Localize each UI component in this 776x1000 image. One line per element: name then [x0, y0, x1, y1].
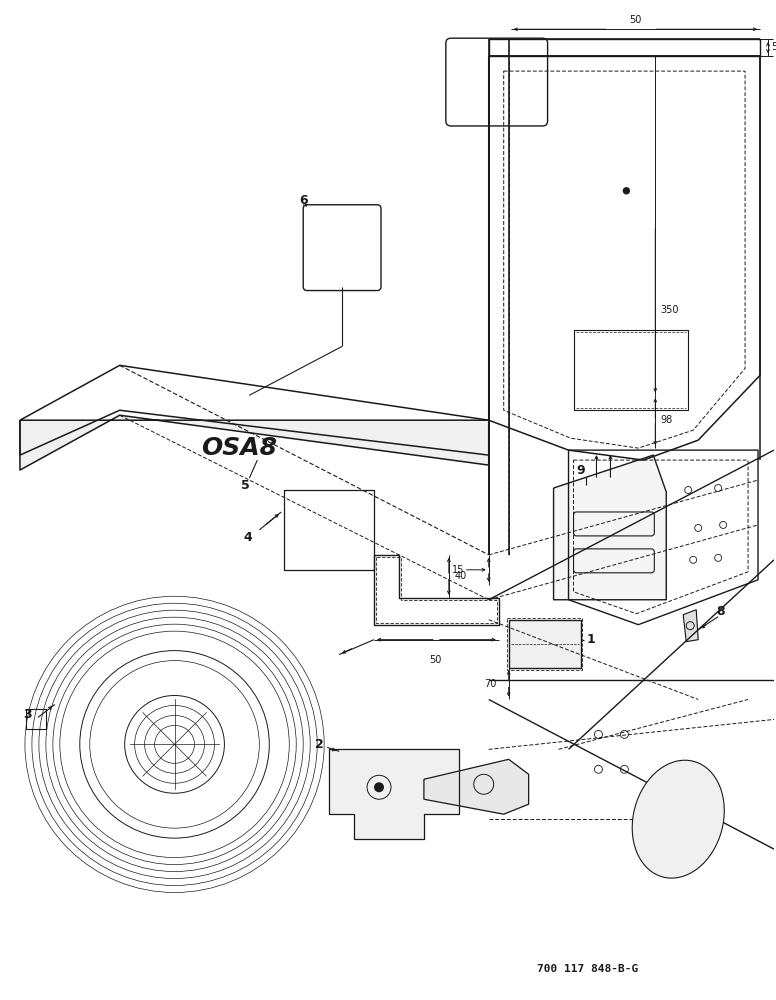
Polygon shape — [329, 749, 459, 839]
Text: 40: 40 — [455, 571, 467, 581]
Circle shape — [374, 782, 384, 792]
Polygon shape — [683, 610, 698, 642]
Polygon shape — [20, 415, 489, 470]
Text: 9: 9 — [577, 464, 585, 477]
Text: 5: 5 — [241, 479, 250, 492]
Polygon shape — [424, 759, 528, 814]
Text: 700 117 848-B-G: 700 117 848-B-G — [537, 964, 638, 974]
Text: 50: 50 — [629, 15, 642, 25]
Text: OSA8: OSA8 — [202, 436, 277, 460]
Text: 6: 6 — [299, 194, 307, 207]
Text: 3: 3 — [23, 708, 33, 721]
Text: 4: 4 — [243, 531, 251, 544]
Text: 50: 50 — [430, 655, 442, 665]
Text: 5: 5 — [771, 42, 776, 52]
Text: 15: 15 — [452, 565, 465, 575]
Ellipse shape — [632, 760, 724, 878]
Text: 2: 2 — [315, 738, 324, 751]
Polygon shape — [509, 620, 580, 668]
Text: 70: 70 — [484, 679, 497, 689]
Text: 350: 350 — [660, 305, 679, 315]
Text: 8: 8 — [715, 605, 725, 618]
Circle shape — [623, 188, 629, 194]
Polygon shape — [553, 455, 667, 600]
Text: 1: 1 — [587, 633, 595, 646]
Text: 98: 98 — [660, 415, 673, 425]
